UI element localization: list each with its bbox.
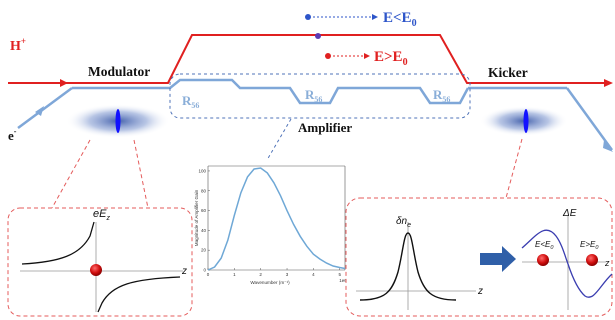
kicker-inset-frame — [345, 197, 613, 317]
proton-beam: H+ — [8, 33, 613, 87]
proton-arrow-left — [60, 79, 68, 87]
modulator-inset-frame — [7, 207, 193, 317]
kicker-inset: δne z ΔE z E<E0 E>E0 — [345, 197, 613, 317]
chart-y-tick-label: 40 — [201, 228, 207, 233]
kicker-label: Kicker — [488, 65, 528, 80]
density-curve — [359, 232, 457, 301]
amplifier-region — [169, 73, 471, 119]
high-energy-dot — [325, 53, 331, 59]
energy-label: ΔE — [562, 208, 577, 219]
modulator-proton-marker — [115, 109, 121, 133]
chart-x-tick-label: 3 — [286, 272, 289, 277]
modulator-label: Modulator — [88, 64, 150, 79]
modulator-inset: eEz z — [7, 207, 193, 317]
kicker-low-energy-label: E<E0 — [535, 240, 554, 251]
density-x-label: z — [477, 286, 483, 297]
proton-arrow-right — [604, 79, 613, 87]
chart-y-tick-label: 20 — [201, 248, 207, 253]
amplifier-connector — [266, 118, 292, 161]
modulator-proton — [90, 264, 102, 276]
chart-x-tick-label: 2 — [259, 272, 262, 277]
electron-chicane — [169, 78, 470, 105]
chart-ylabel: Magnitude of Amplifier Gain — [194, 189, 199, 246]
high-energy-label: E>E0 — [374, 49, 408, 68]
chart-x-scale-label: 1e6 — [339, 278, 347, 283]
r56-label-2: R56 — [305, 87, 322, 104]
chart-y-tick-label: 0 — [203, 268, 206, 273]
kicker-high-energy-label: E>E0 — [580, 240, 599, 251]
kicker-connector — [505, 138, 523, 199]
modulator-field-curve-left — [21, 221, 95, 265]
mid-particle-dot — [315, 33, 321, 39]
chart-y-tick-label: 80 — [201, 188, 207, 193]
electron-inbound — [17, 86, 73, 130]
electron-outbound-arrow — [603, 140, 613, 152]
modulator-x-label: z — [181, 266, 187, 277]
chart-y-ticks: 0 20 40 60 80 100 — [198, 168, 210, 273]
energy-x-label: z — [604, 258, 610, 268]
transfer-arrow-head — [502, 246, 516, 272]
kicker-proton-marker — [523, 109, 529, 133]
electron-inbound-arrow — [35, 106, 44, 116]
low-energy-dot — [305, 14, 311, 20]
chart-x-tick-label: 4 — [312, 272, 315, 277]
electron-beam: e- — [8, 78, 614, 152]
high-energy-arrowhead — [364, 53, 370, 59]
legend: E<E0 E>E0 — [305, 10, 417, 68]
density-label: δne — [396, 216, 411, 229]
chart-x-tick-label: 1 — [233, 272, 236, 277]
chart-y-tick-label: 100 — [198, 168, 206, 173]
kicker-high-energy-proton — [586, 254, 598, 266]
kicker-low-energy-proton — [537, 254, 549, 266]
chart-x-tick-label: 0 — [207, 272, 210, 277]
proton-label: H+ — [10, 36, 26, 54]
modulator-y-label: eEz — [93, 208, 110, 222]
modulator-field-curve-right — [97, 276, 181, 313]
energy-kick-curve — [521, 229, 613, 298]
r56-label-1: R56 — [182, 93, 199, 110]
chart-y-tick-label: 60 — [201, 208, 207, 213]
amplifier-gain-curve — [207, 167, 346, 271]
low-energy-arrowhead — [372, 14, 378, 20]
chart-xlabel: Wavenumber (m⁻¹) — [250, 280, 290, 285]
r56-label-3: R56 — [433, 87, 450, 104]
electron-outbound — [565, 87, 614, 151]
electron-label: e- — [8, 127, 17, 143]
transfer-arrow-body — [480, 253, 502, 265]
chart-x-tick-label: 5 — [338, 272, 341, 277]
amplifier-label: Amplifier — [298, 120, 352, 135]
modulator-connector-right — [133, 139, 149, 209]
modulator-connector-left — [51, 139, 91, 209]
low-energy-label: E<E0 — [383, 10, 417, 29]
